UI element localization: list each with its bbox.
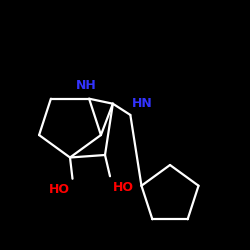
Text: NH: NH — [76, 80, 97, 92]
Text: HN: HN — [132, 97, 152, 110]
Text: HO: HO — [49, 183, 70, 196]
Text: HO: HO — [112, 181, 134, 194]
